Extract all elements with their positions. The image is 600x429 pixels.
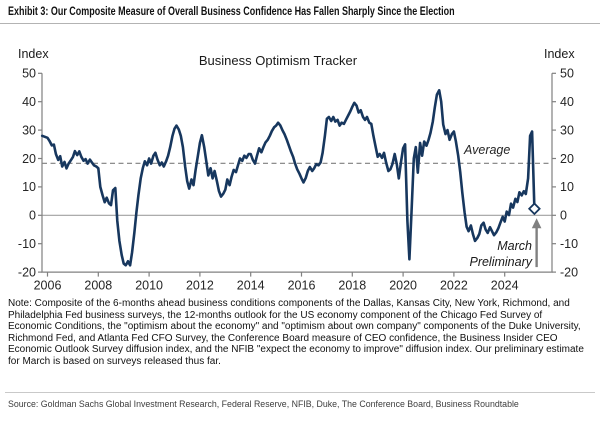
x-tick-label: 2008	[84, 279, 112, 293]
annotation-line-1: March	[497, 239, 532, 253]
y-tick-label-left: 30	[22, 123, 36, 137]
y-axis-label-left: Index	[18, 47, 49, 61]
y-tick-label-left: -20	[18, 265, 36, 279]
y-tick-label-right: 10	[560, 180, 574, 194]
y-tick-label-left: -10	[18, 237, 36, 251]
y-tick-label-left: 40	[22, 95, 36, 109]
x-tick-label: 2006	[34, 279, 62, 293]
x-tick-label: 2012	[186, 279, 214, 293]
annotation-line-2: Preliminary	[469, 254, 532, 269]
y-tick-label-right: -10	[560, 237, 578, 251]
y-tick-label-left: 0	[29, 209, 36, 223]
source-divider	[5, 392, 595, 393]
axes	[41, 73, 553, 273]
annotation-arrowhead	[531, 218, 542, 229]
tracker-line	[40, 89, 536, 267]
march-preliminary-marker	[527, 202, 541, 216]
y-tick-label-right: 30	[560, 123, 574, 137]
x-tick-label: 2014	[237, 279, 265, 293]
note-text: Note: Composite of the 6-months ahead bu…	[8, 298, 584, 367]
y-tick-label-right: 50	[560, 67, 574, 81]
y-tick-label-right: 20	[560, 152, 574, 166]
march-preliminary-annotation: March Preliminary	[469, 239, 532, 270]
y-axis-label-right: Index	[544, 47, 575, 61]
y-tick-label-left: 10	[22, 180, 36, 194]
y-tick-label-right: -20	[560, 265, 578, 279]
x-tick-label: 2024	[491, 279, 519, 293]
x-tick-label: 2022	[440, 279, 468, 293]
title-divider	[0, 23, 600, 24]
x-tick-label: 2018	[338, 279, 366, 293]
x-tick-label: 2016	[288, 279, 316, 293]
y-tick-label-right: 40	[560, 95, 574, 109]
y-tick-label-right: 0	[560, 209, 567, 223]
average-line-label: Average	[464, 143, 511, 157]
chart-title: Business Optimism Tracker	[198, 53, 358, 68]
x-tick-label: 2020	[389, 279, 417, 293]
x-tick-label: 2010	[135, 279, 163, 293]
exhibit-title: Exhibit 3: Our Composite Measure of Over…	[8, 6, 455, 18]
y-tick-label-left: 20	[22, 152, 36, 166]
y-tick-label-left: 50	[22, 67, 36, 81]
source-text: Source: Goldman Sachs Global Investment …	[8, 399, 519, 409]
